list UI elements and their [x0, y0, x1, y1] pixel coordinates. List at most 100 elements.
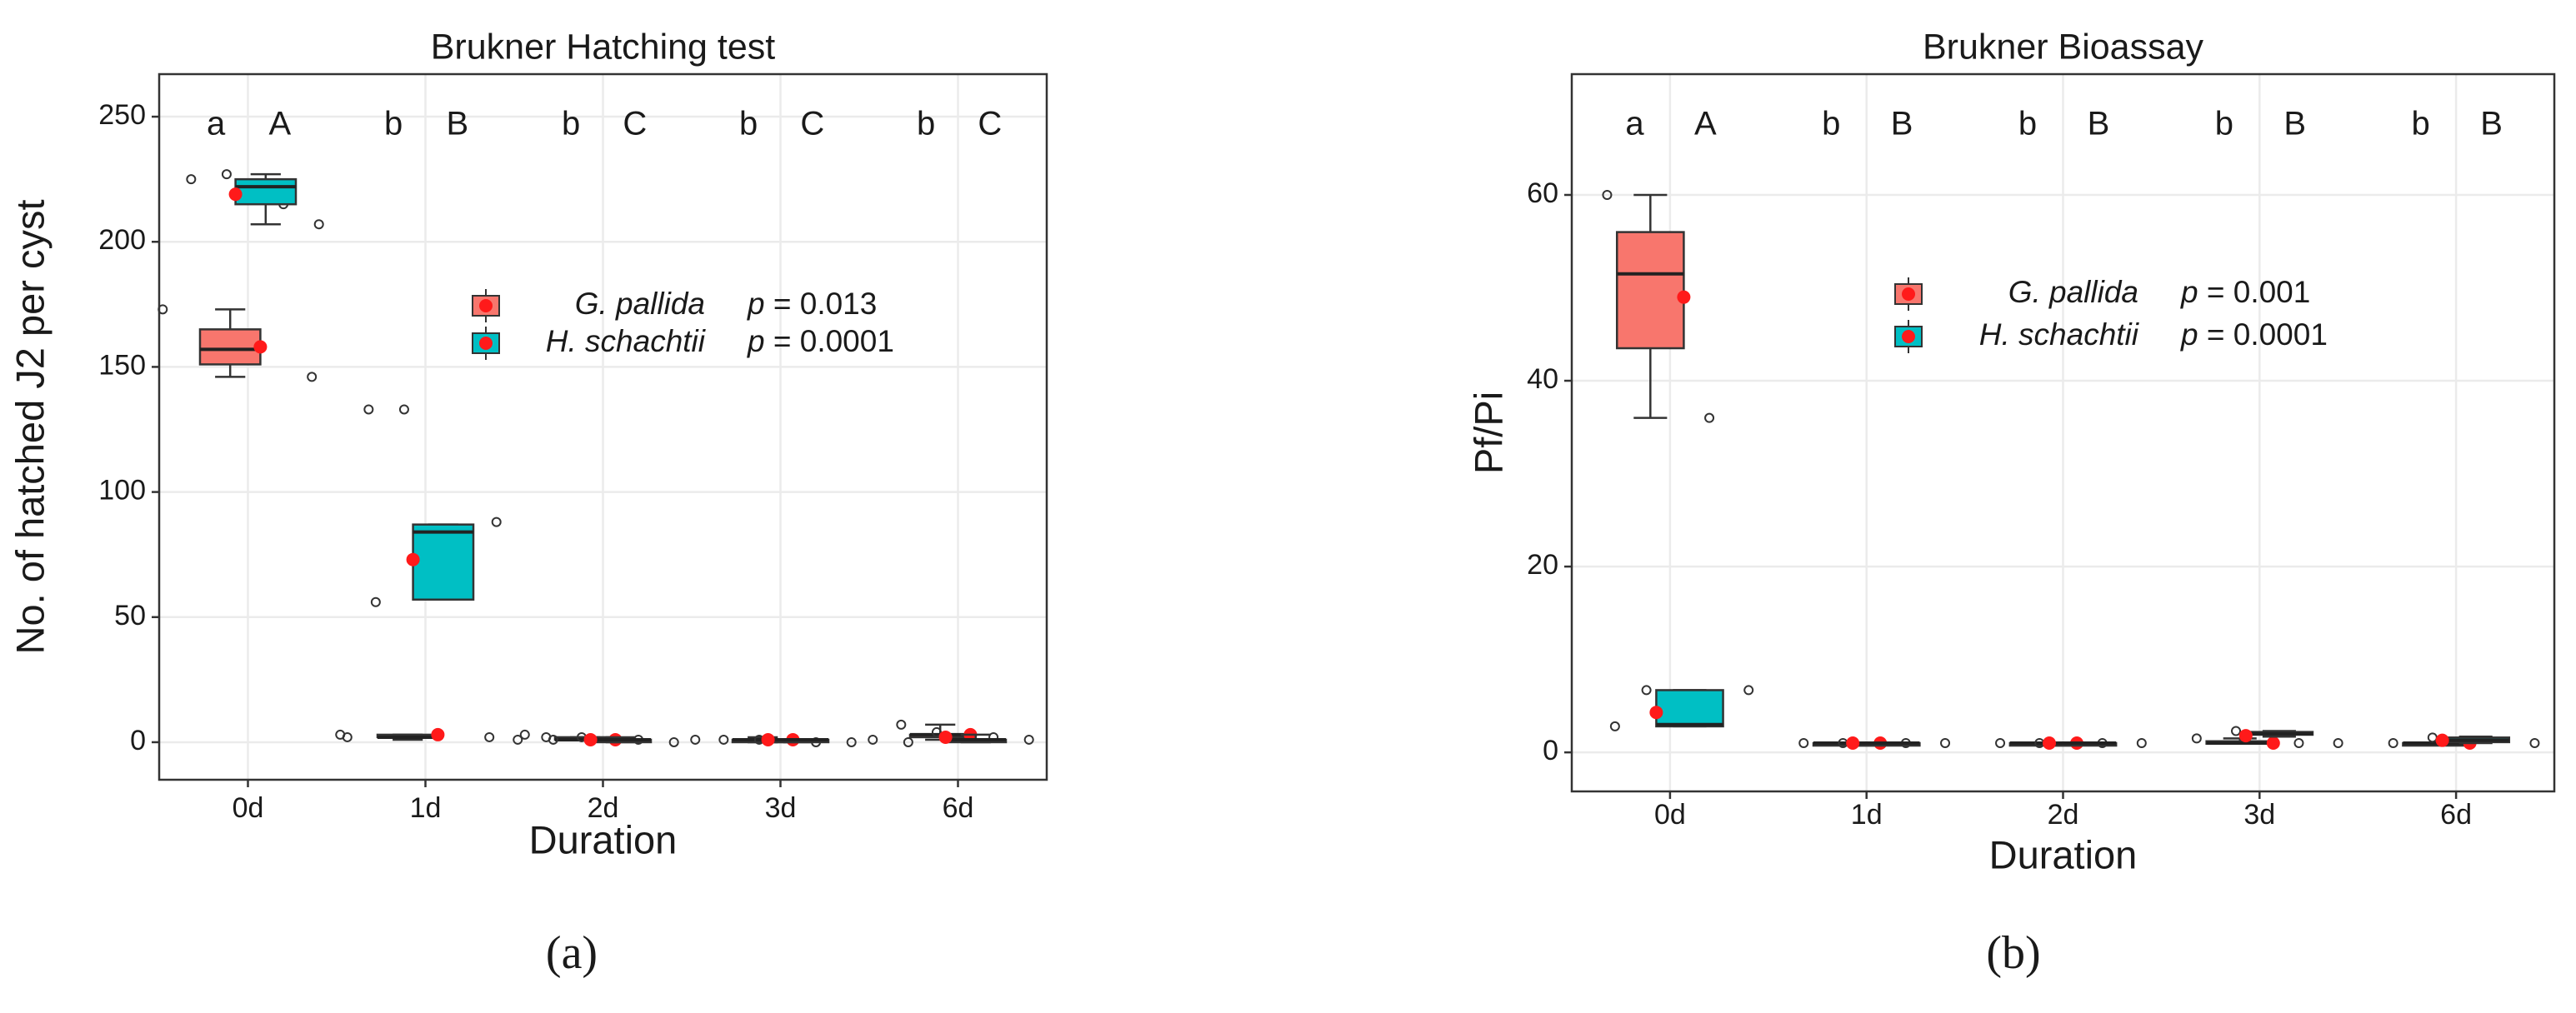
significance-letter: B [2480, 106, 2503, 142]
data-point [668, 736, 679, 747]
data-point [491, 516, 502, 527]
data-point [1704, 412, 1715, 423]
plot-frame [158, 72, 1048, 781]
mean-dot [2238, 729, 2253, 743]
data-point [2529, 738, 2540, 749]
x-tick-label: 3d [765, 792, 797, 824]
legend-key-dot [479, 337, 493, 350]
data-point [2388, 738, 2398, 749]
data-point [484, 731, 495, 742]
data-point [1609, 721, 1620, 731]
significance-letter: B [1891, 106, 1913, 142]
stat-value: = 0.0001 [2207, 317, 2328, 352]
significance-letter: C [800, 106, 824, 142]
data-point [519, 729, 530, 740]
x-tick-label: 1d [410, 792, 442, 824]
stat-symbol: p [747, 287, 765, 321]
x-tick-label: 2d [588, 792, 619, 824]
x-tick-label: 2d [2048, 799, 2079, 831]
data-point [690, 734, 701, 745]
y-tick-label: 250 [98, 99, 146, 131]
data-point [186, 174, 197, 185]
data-point [2136, 738, 2147, 749]
plot-frame [1570, 72, 2556, 793]
data-point [342, 731, 353, 742]
x-tick-label: 6d [943, 792, 974, 824]
x-tick-label: 6d [2440, 799, 2472, 831]
mean-dot [253, 340, 268, 354]
mean-dot [1677, 290, 1691, 304]
data-point [398, 404, 409, 415]
data-point [1743, 685, 1754, 696]
box [198, 328, 262, 366]
y-axis-label: No. of hatched J2 per cyst [8, 199, 52, 654]
data-point [896, 719, 907, 730]
data-point [513, 734, 523, 745]
y-tick-label: 20 [1527, 549, 1558, 581]
data-point [370, 596, 381, 607]
legend-key-dot [1902, 330, 1915, 343]
significance-letter: b [384, 106, 403, 142]
data-point [307, 372, 318, 382]
y-tick-label: 50 [114, 600, 146, 631]
significance-letter: B [2088, 106, 2110, 142]
legend-key-dot [479, 299, 493, 312]
stat-symbol: p [2180, 275, 2198, 309]
y-tick-label: 0 [130, 725, 146, 756]
y-tick-label: 0 [1543, 735, 1558, 766]
data-point [931, 726, 942, 737]
panel-label: (a) [546, 927, 598, 979]
legend-stat: p = 0.0001 [747, 324, 894, 358]
stat-value: = 0.001 [2207, 275, 2310, 309]
mean-dot [938, 730, 953, 744]
mean-dot [2435, 733, 2449, 747]
x-axis-label: Duration [1989, 832, 2138, 876]
chart-title: Brukner Bioassay [1923, 27, 2203, 67]
y-tick-label: 200 [98, 224, 146, 256]
data-point [1798, 738, 1809, 749]
significance-letter: b [739, 106, 758, 142]
significance-letter: C [978, 106, 1002, 142]
chart-title: Brukner Hatching test [431, 27, 776, 67]
box [412, 523, 475, 601]
mean-dot [431, 727, 445, 741]
significance-letter: b [2412, 106, 2430, 142]
significance-letter: a [207, 106, 226, 142]
mean-dot [228, 187, 243, 202]
data-point [1023, 734, 1034, 745]
x-tick-label: 0d [233, 792, 264, 824]
data-point [868, 734, 878, 745]
mean-dot [406, 552, 420, 566]
x-axis-label: Duration [529, 817, 678, 861]
significance-letter: b [917, 106, 935, 142]
mean-dot [583, 732, 598, 746]
data-point [221, 169, 232, 180]
y-tick-label: 100 [98, 475, 146, 506]
data-point [2333, 738, 2343, 749]
box [1655, 689, 1724, 728]
significance-letter: b [2215, 106, 2233, 142]
data-point [2293, 738, 2304, 749]
y-axis-label: Pf/Pi [1466, 392, 1510, 474]
y-tick-label: 40 [1527, 363, 1558, 395]
data-point [903, 736, 913, 747]
stat-value: = 0.0001 [773, 324, 894, 358]
mean-dot [1649, 706, 1663, 720]
legend-label: H. schachtii [546, 324, 707, 358]
mean-dot [1846, 736, 1860, 751]
x-tick-label: 0d [1654, 799, 1686, 831]
data-point [2191, 733, 2202, 744]
stat-value: = 0.013 [773, 287, 877, 321]
box [234, 177, 298, 206]
panel-label: (b) [1986, 927, 2040, 979]
significance-letter: A [268, 106, 291, 142]
y-tick-label: 60 [1527, 177, 1558, 209]
data-point [363, 404, 374, 415]
data-point [846, 736, 857, 747]
data-point [718, 734, 729, 745]
significance-letter: A [1694, 106, 1717, 142]
data-point [1602, 189, 1613, 200]
significance-letter: B [2283, 106, 2306, 142]
significance-letter: B [446, 106, 468, 142]
